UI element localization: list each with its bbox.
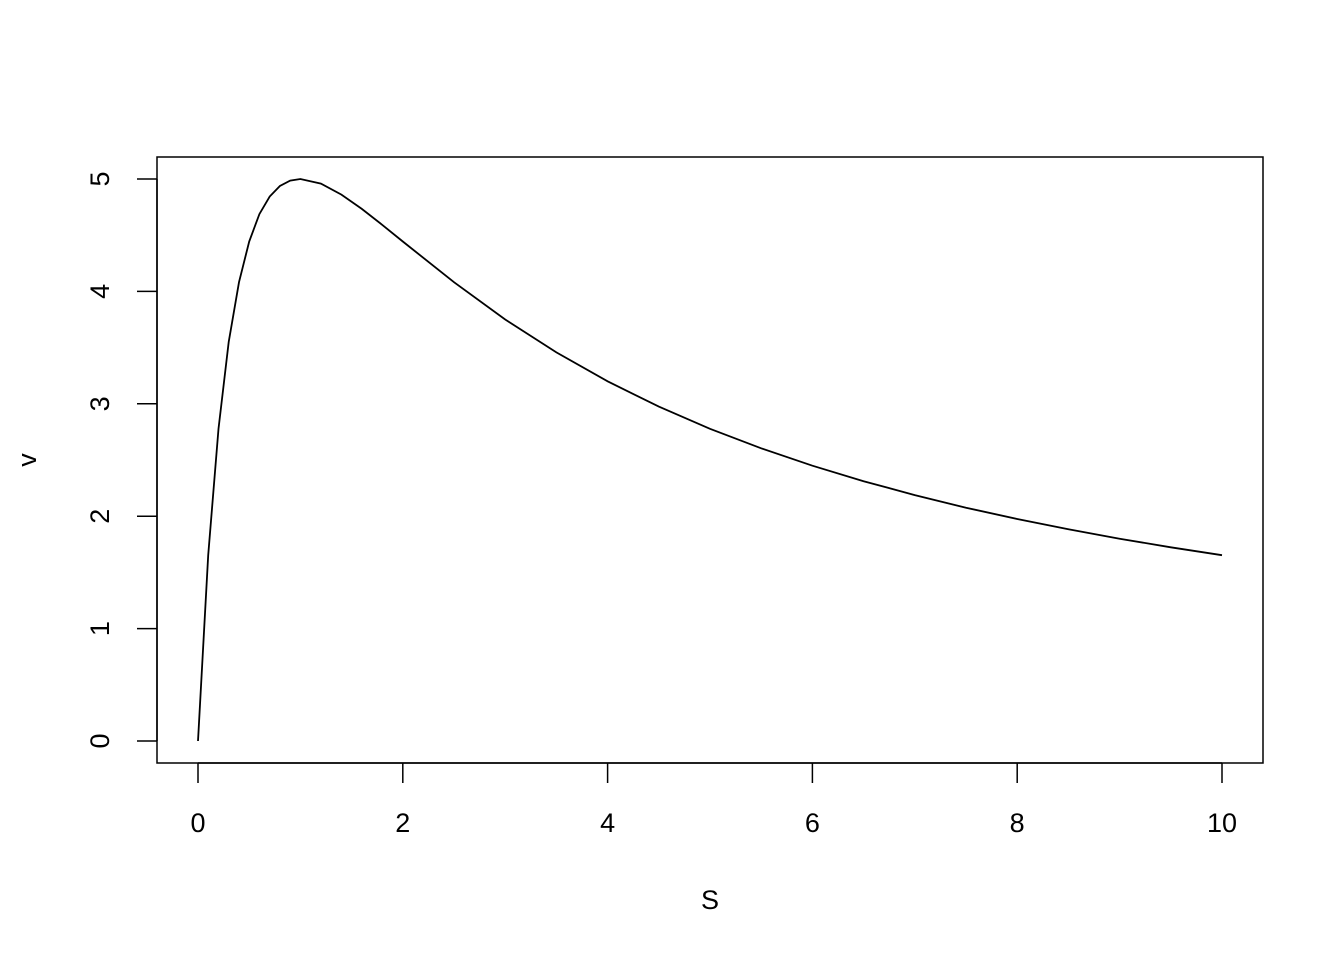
- y-tick-label: 4: [85, 284, 115, 299]
- x-tick-label: 0: [190, 808, 205, 838]
- y-tick-label: 2: [85, 509, 115, 524]
- x-tick-label: 4: [600, 808, 615, 838]
- x-tick-label: 2: [395, 808, 410, 838]
- plot-frame: [156, 156, 1264, 764]
- x-tick-label: 10: [1207, 808, 1237, 838]
- x-axis: 0 2 4 6 8 10: [190, 762, 1237, 838]
- y-axis: 0 1 2 3 4 5: [85, 171, 158, 749]
- series-line: [197, 178, 1223, 742]
- x-tick-label: 8: [1010, 808, 1025, 838]
- x-tick-label: 6: [805, 808, 820, 838]
- y-tick-label: 3: [85, 396, 115, 411]
- y-tick-label: 0: [85, 733, 115, 748]
- y-tick-label: 5: [85, 171, 115, 186]
- x-axis-label: S: [701, 885, 719, 915]
- y-axis-label: v: [12, 453, 42, 467]
- y-tick-label: 1: [85, 621, 115, 636]
